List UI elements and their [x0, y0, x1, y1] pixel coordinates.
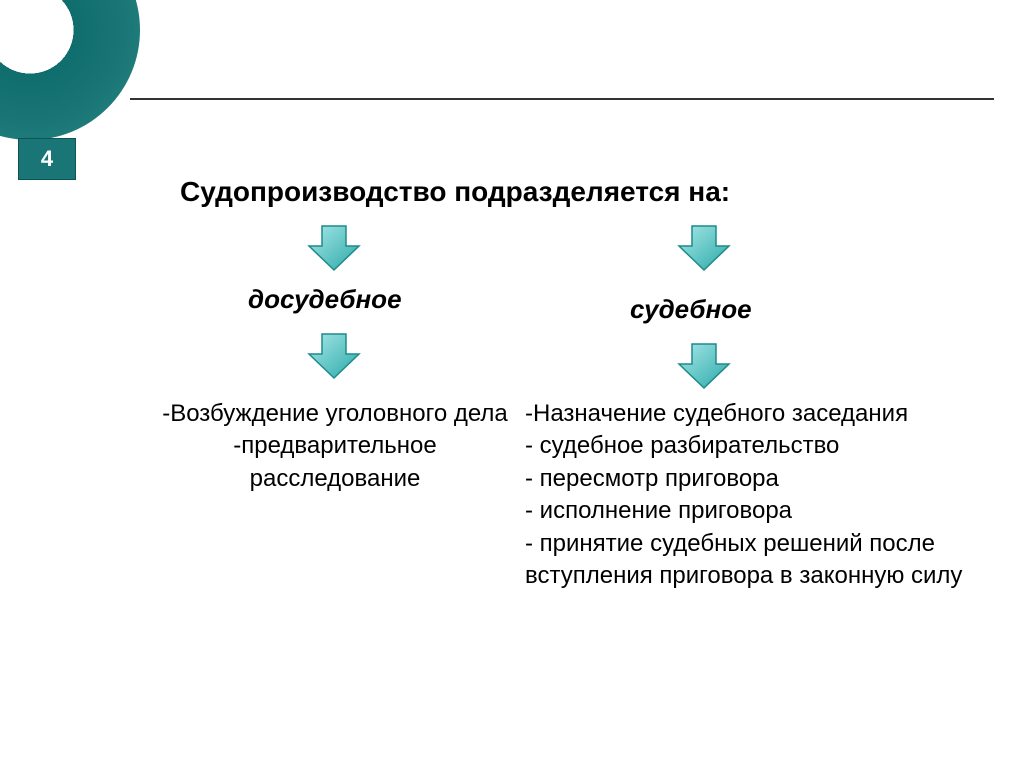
list-item: - пересмотр приговора: [525, 463, 985, 495]
list-item: -Возбуждение уголовного дела: [150, 398, 520, 430]
branch-left-label: досудебное: [248, 284, 402, 315]
list-item: - исполнение приговора: [525, 495, 985, 527]
slide-number-badge: 4: [18, 138, 76, 180]
arrow-down-icon: [675, 342, 733, 390]
list-item: -предварительное расследование: [150, 430, 520, 495]
list-item: - принятие судебных решений после вступл…: [525, 528, 985, 593]
branch-right-content: -Назначение судебного заседания - судебн…: [525, 398, 985, 592]
arrow-down-icon: [675, 224, 733, 272]
slide-title: Судопроизводство подразделяется на:: [180, 176, 730, 208]
circle-ring: [0, 0, 140, 140]
branch-right-label: судебное: [630, 294, 752, 325]
list-item: - судебное разбирательство: [525, 430, 985, 462]
arrow-down-icon: [305, 224, 363, 272]
arrow-down-icon: [305, 332, 363, 380]
branch-left-content: -Возбуждение уголовного дела -предварите…: [150, 398, 520, 495]
slide-number: 4: [41, 146, 53, 172]
corner-circle-decoration: [0, 0, 140, 140]
horizontal-rule: [130, 98, 994, 100]
list-item: -Назначение судебного заседания: [525, 398, 985, 430]
